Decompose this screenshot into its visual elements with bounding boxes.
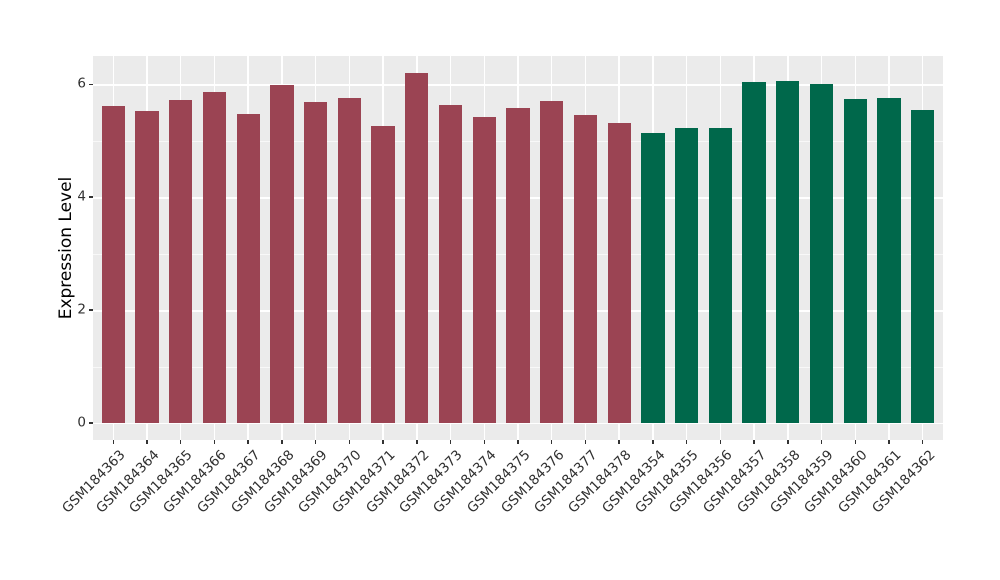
y-tick-mark xyxy=(89,422,93,424)
x-tick-mark xyxy=(787,440,789,444)
bar xyxy=(270,84,294,424)
bar xyxy=(337,97,361,424)
bar xyxy=(573,115,598,424)
bar xyxy=(708,127,733,424)
x-tick-mark xyxy=(416,440,418,444)
x-tick-mark xyxy=(247,440,249,444)
bar xyxy=(506,107,530,424)
x-tick-mark xyxy=(685,440,688,444)
y-tick-label: 0 xyxy=(77,414,86,431)
x-tick-mark xyxy=(483,440,485,444)
bar xyxy=(742,81,766,424)
bar xyxy=(405,72,429,424)
bar xyxy=(371,126,395,424)
bar xyxy=(202,92,227,424)
x-tick-mark xyxy=(652,440,654,444)
bar xyxy=(776,81,800,424)
x-tick-mark xyxy=(584,440,587,444)
x-tick-mark xyxy=(551,440,553,444)
x-tick-mark xyxy=(753,440,755,444)
x-tick-mark xyxy=(348,440,351,444)
bar xyxy=(540,100,564,424)
x-tick-mark xyxy=(517,440,519,444)
x-tick-mark xyxy=(854,440,856,444)
bar xyxy=(607,122,631,424)
x-tick-mark xyxy=(449,440,452,444)
bar xyxy=(101,106,125,424)
x-tick-mark xyxy=(820,440,823,444)
x-tick-mark xyxy=(112,440,114,444)
x-tick-mark xyxy=(146,440,148,444)
x-tick-mark xyxy=(618,440,620,444)
bar xyxy=(135,111,159,424)
y-axis-title: Expression Level xyxy=(56,176,76,320)
y-tick-mark xyxy=(89,309,93,311)
x-tick-mark xyxy=(719,440,722,444)
bar xyxy=(809,84,834,424)
y-tick-mark xyxy=(89,83,93,85)
bar xyxy=(438,105,463,424)
x-tick-mark xyxy=(922,440,924,444)
x-tick-mark xyxy=(179,440,182,444)
bar xyxy=(877,97,901,424)
y-tick-label: 2 xyxy=(77,301,86,318)
bar xyxy=(911,109,935,424)
x-tick-mark xyxy=(281,440,283,444)
x-tick-mark xyxy=(888,440,890,444)
y-tick-label: 4 xyxy=(77,188,86,205)
plot-panel xyxy=(93,56,943,440)
x-tick-mark xyxy=(382,440,384,444)
bar xyxy=(472,116,496,424)
x-tick-mark xyxy=(213,440,216,444)
bar xyxy=(303,101,328,424)
bar xyxy=(675,128,699,424)
x-tick-mark xyxy=(314,440,317,444)
bar xyxy=(843,99,867,424)
bar xyxy=(641,132,665,424)
y-tick-mark xyxy=(89,196,93,198)
bar xyxy=(169,100,193,424)
y-tick-label: 6 xyxy=(77,75,86,92)
bar xyxy=(236,114,260,424)
